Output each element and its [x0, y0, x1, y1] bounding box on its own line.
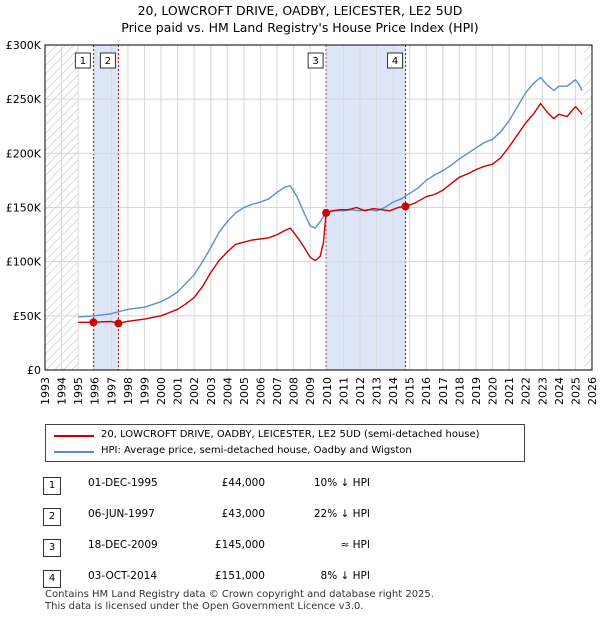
y-tick-label: £300K [6, 39, 42, 52]
chart-subtitle: Price paid vs. HM Land Registry's House … [121, 20, 479, 35]
footer-licence: This data is licensed under the Open Gov… [45, 601, 364, 612]
x-tick-label: 2012 [354, 377, 367, 405]
price-paid-line [78, 102, 583, 325]
y-tick-label: £100K [6, 256, 42, 269]
x-tick-label: 2025 [569, 377, 582, 405]
sale-label-number: 3 [312, 56, 318, 67]
x-tick-label: 2004 [221, 377, 234, 405]
table-row: 4 03-OCT-2014 £151,000 8% ↓ HPI [0, 566, 600, 588]
x-tick-label: 2002 [188, 377, 201, 405]
row-date: 06-JUN-1997 [88, 508, 155, 520]
legend-label-hpi: HPI: Average price, semi-detached house,… [101, 445, 412, 456]
x-tick-label: 2019 [470, 377, 483, 405]
x-tick-label: 2003 [205, 377, 218, 405]
table-row: 2 06-JUN-1997 £43,000 22% ↓ HPI [0, 504, 600, 526]
x-tick-label: 2017 [437, 377, 450, 405]
x-tick-label: 2007 [271, 377, 284, 405]
x-tick-label: 2024 [553, 377, 566, 405]
sale-point [114, 319, 123, 328]
legend: 20, LOWCROFT DRIVE, OADBY, LEICESTER, LE… [45, 424, 525, 462]
y-tick-label: £200K [6, 147, 42, 160]
row-date: 18-DEC-2009 [88, 539, 158, 551]
x-tick-label: 2008 [288, 377, 301, 405]
row-hpi-comparison: 8% ↓ HPI [320, 570, 370, 582]
x-tick-label: 2006 [254, 377, 267, 405]
x-tick-label: 1997 [105, 377, 118, 405]
row-price: £43,000 [221, 508, 265, 520]
sale-label-number: 2 [105, 56, 111, 67]
y-tick-label: £0 [27, 364, 41, 377]
sale-point [322, 208, 331, 217]
row-price: £151,000 [214, 570, 265, 582]
table-row: 3 18-DEC-2009 £145,000 ≈ HPI [0, 535, 600, 557]
hpi-line [78, 76, 583, 318]
table-row: 1 01-DEC-1995 £44,000 10% ↓ HPI [0, 473, 600, 495]
x-tick-label: 1998 [122, 377, 135, 405]
sale-label-box [307, 52, 324, 69]
y-tick-label: £50K [13, 310, 42, 323]
legend-swatch-price [54, 435, 94, 437]
y-tick-label: £250K [6, 93, 42, 106]
row-number-badge: 2 [43, 508, 61, 526]
x-tick-label: 2021 [503, 377, 516, 405]
x-tick-label: 2011 [337, 377, 350, 405]
legend-swatch-hpi [54, 451, 94, 453]
x-tick-label: 2026 [586, 377, 599, 405]
row-date: 01-DEC-1995 [88, 477, 158, 489]
x-tick-label: 1993 [39, 377, 52, 405]
row-hpi-comparison: 10% ↓ HPI [313, 477, 370, 489]
x-tick-label: 2015 [404, 377, 417, 405]
x-tick-label: 1995 [72, 377, 85, 405]
chart-title: 20, LOWCROFT DRIVE, OADBY, LEICESTER, LE… [137, 3, 463, 18]
x-tick-label: 1996 [89, 377, 102, 405]
x-tick-label: 2005 [238, 377, 251, 405]
sale-label-number: 1 [80, 56, 86, 67]
x-tick-label: 2022 [520, 377, 533, 405]
x-tick-label: 2018 [453, 377, 466, 405]
sale-point [89, 318, 98, 327]
x-tick-label: 2010 [321, 377, 334, 405]
x-tick-label: 2000 [155, 377, 168, 405]
row-hpi-comparison: ≈ HPI [340, 539, 370, 551]
x-tick-label: 2001 [172, 377, 185, 405]
sale-point [401, 202, 410, 211]
sale-label-box [74, 52, 91, 69]
row-price: £145,000 [214, 539, 265, 551]
row-date: 03-OCT-2014 [88, 570, 157, 582]
x-tick-label: 1994 [56, 377, 69, 405]
x-tick-label: 1999 [138, 377, 151, 405]
attribution-footer: Contains HM Land Registry data © Crown c… [45, 589, 434, 613]
x-tick-label: 2013 [371, 377, 384, 405]
x-tick-label: 2023 [536, 377, 549, 405]
x-tick-label: 2009 [304, 377, 317, 405]
x-tick-label: 2016 [420, 377, 433, 405]
x-tick-label: 2020 [487, 377, 500, 405]
y-tick-label: £150K [6, 202, 42, 215]
sale-label-number: 4 [392, 56, 398, 67]
sale-label-box [99, 52, 116, 69]
row-hpi-comparison: 22% ↓ HPI [313, 508, 370, 520]
row-price: £44,000 [221, 477, 265, 489]
row-number-badge: 3 [43, 539, 61, 557]
row-number-badge: 1 [43, 477, 61, 495]
sale-label-box [387, 52, 404, 69]
legend-label-price: 20, LOWCROFT DRIVE, OADBY, LEICESTER, LE… [101, 429, 480, 440]
plot-frame [44, 44, 593, 371]
footer-copyright: Contains HM Land Registry data © Crown c… [45, 589, 434, 600]
row-number-badge: 4 [43, 570, 61, 588]
x-tick-label: 2014 [387, 377, 400, 405]
